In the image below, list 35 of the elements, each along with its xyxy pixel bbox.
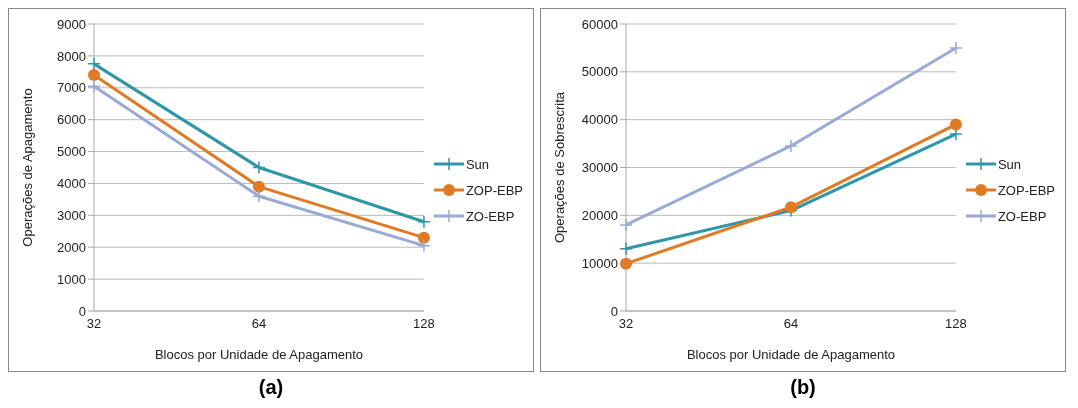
legend-label: ZOP-EBP xyxy=(997,182,1055,198)
text: (b) xyxy=(789,376,817,399)
x-tick-label: 64 xyxy=(783,316,799,332)
y-tick-label: 40000 xyxy=(581,112,618,128)
y-tick-label: 5000 xyxy=(57,144,86,160)
x-tick-label: 32 xyxy=(86,316,102,332)
x-axis-title: Blocos por Unidade de Apagamento xyxy=(686,347,896,362)
y-tick-label: 30000 xyxy=(581,160,618,176)
x-tick-label: 32 xyxy=(618,316,634,332)
legend-label: Sun xyxy=(997,156,1022,172)
y-tick-label: 10000 xyxy=(581,255,618,271)
x-tick-label: 64 xyxy=(251,316,267,332)
y-tick-label: 8000 xyxy=(57,48,86,64)
legend-label: ZO-EBP xyxy=(465,208,515,224)
legend-label: Sun xyxy=(465,156,490,172)
y-tick-label: 1000 xyxy=(57,271,86,287)
y-tick-label: 60000 xyxy=(581,16,618,32)
x-tick-label: 128 xyxy=(413,316,435,332)
y-tick-label: 3000 xyxy=(57,207,86,223)
y-tick-label: 7000 xyxy=(57,80,86,96)
y-tick-label: 50000 xyxy=(581,64,618,80)
y-axis-title: Operações de Apagamento xyxy=(19,88,35,247)
x-tick-label: 128 xyxy=(945,316,967,332)
y-tick-label: 6000 xyxy=(57,112,86,128)
text: (a) xyxy=(257,376,285,399)
y-tick-label: 20000 xyxy=(581,207,618,223)
y-tick-label: 0 xyxy=(610,303,618,319)
y-tick-label: 9000 xyxy=(57,16,86,32)
legend-label: ZOP-EBP xyxy=(465,182,523,198)
legend-label: ZO-EBP xyxy=(997,208,1047,224)
x-axis-title: Blocos por Unidade de Apagamento xyxy=(154,347,364,362)
y-tick-label: 4000 xyxy=(57,176,86,192)
y-tick-label: 2000 xyxy=(57,239,86,255)
y-tick-label: 0 xyxy=(78,303,86,319)
y-axis-title: Operações de Sobrescrita xyxy=(551,91,567,244)
